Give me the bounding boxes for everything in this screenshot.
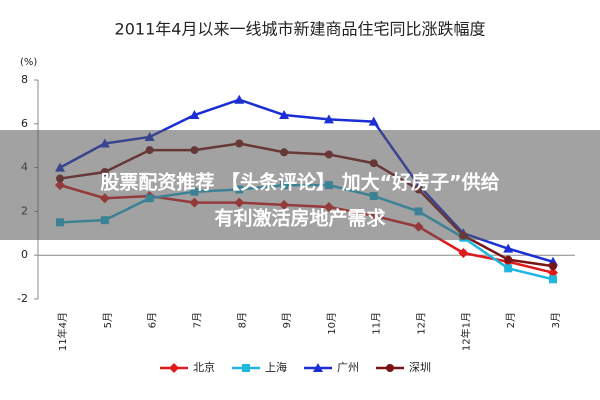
marker (503, 243, 514, 253)
legend-label: 广州 (337, 361, 359, 374)
marker (169, 363, 179, 373)
marker (242, 364, 250, 372)
x-tick-label: 11年4月 (56, 312, 69, 351)
x-tick-label: 12月 (416, 312, 428, 335)
legend-label: 北京 (193, 360, 215, 374)
marker (234, 94, 245, 104)
marker (548, 267, 558, 278)
y-tick-label: 6 (21, 117, 28, 130)
x-tick-label: 12年1月 (459, 312, 472, 351)
marker (313, 363, 323, 372)
y-tick-label: -2 (17, 292, 28, 305)
marker (549, 262, 557, 271)
marker (323, 114, 334, 124)
overlay-band (0, 130, 600, 240)
x-tick-label: 7月 (191, 312, 203, 328)
marker (386, 364, 394, 372)
y-tick-label: 0 (21, 248, 28, 261)
x-tick-label: 10月 (326, 312, 338, 335)
marker (504, 264, 513, 273)
legend-label: 上海 (265, 360, 287, 374)
marker (549, 275, 557, 284)
x-tick-label: 3月 (550, 312, 562, 328)
marker (368, 116, 379, 126)
marker (279, 110, 290, 120)
marker (458, 248, 469, 259)
x-tick-label: 2月 (505, 312, 517, 328)
x-tick-label: 8月 (236, 312, 248, 328)
legend-label: 深圳 (409, 361, 431, 374)
marker (504, 255, 513, 264)
y-unit: (%) (20, 57, 37, 68)
y-tick-label: 8 (21, 73, 28, 86)
x-tick-label: 9月 (281, 312, 293, 328)
x-tick-label: 5月 (102, 312, 114, 328)
marker (189, 110, 200, 120)
x-tick-label: 11月 (371, 312, 383, 335)
x-tick-label: 6月 (147, 312, 159, 328)
chart-title: 2011年4月以来一线城市新建商品住宅同比涨跌幅度 (115, 20, 486, 39)
overlay-text: 股票配资推荐 【头条评论】 加大“好房子”供给 (100, 171, 499, 194)
overlay-text: 有利激活房地产需求 (214, 207, 386, 230)
